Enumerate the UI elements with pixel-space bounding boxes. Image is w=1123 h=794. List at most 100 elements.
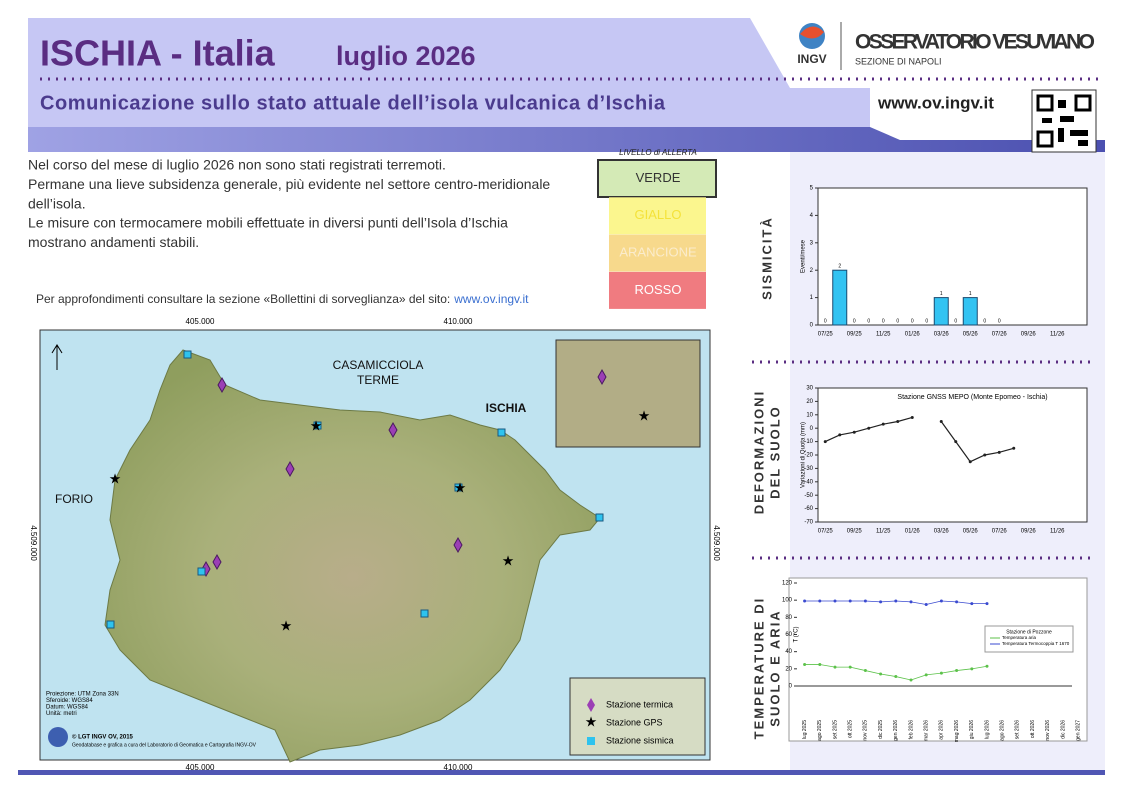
x-tick-label: lug 2025 [802,720,808,739]
summary-line: Nel corso del mese di luglio 2026 non so… [28,157,446,173]
x-tick-label: dic 2026 [1060,720,1066,739]
x-tick-label: 11/25 [876,529,891,535]
bar [832,269,848,326]
legend-symbol: ★ [585,714,598,730]
bar [962,297,978,326]
section-title: DEL SUOLO [767,405,782,499]
map-tick: 4.509.000 [29,525,38,561]
org-sub: SEZIONE DI NAPOLI [855,56,942,66]
y-tick-label: -10 [804,439,813,445]
y-tick-label: 0 [789,684,793,690]
link[interactable]: www.ov.ingv.it [453,292,529,306]
bar-label: 0 [983,318,986,324]
map-place: ISCHIA [486,401,527,415]
map-place: CASAMICCIOLA [333,358,424,372]
bar [933,297,949,326]
map-tick: 405.000 [186,317,215,326]
x-tick-label: 11/25 [876,332,891,338]
y-tick-label: 0 [810,426,814,432]
x-tick-label: 01/26 [905,332,921,338]
x-tick-label: 09/25 [847,529,863,535]
y-tick-label: 0 [810,323,814,329]
y-axis-label: Eventi/mese [801,239,807,273]
logo-text: INGV [797,52,826,66]
more-info: Per approfondimenti consultare la sezion… [36,292,529,306]
x-tick-label: 11/26 [1050,529,1065,535]
x-tick-label: set 2025 [832,720,838,739]
y-tick-label: 20 [785,666,792,672]
svg-text:★: ★ [502,553,515,569]
x-tick-label: set 2026 [1015,720,1021,739]
y-tick-label: 3 [810,240,814,246]
map-credit: Proiezione: UTM Zona 33N [46,692,119,698]
x-tick-label: nov 2026 [1045,720,1051,741]
north-arrow [51,344,63,370]
plot-frame [788,577,1088,742]
plot-frame [817,187,1088,326]
x-tick-label: mag 2026 [954,720,960,742]
x-tick-label: gen 2027 [1076,720,1082,741]
x-tick-label: 01/26 [905,529,921,535]
x-tick-label: 11/26 [1050,332,1065,338]
plot-frame [817,387,1088,523]
x-tick-label: 09/26 [1021,332,1037,338]
bar-label: 0 [867,318,870,324]
y-tick-label: 80 [785,615,792,621]
alert-level [597,159,717,198]
y-tick-label: -30 [804,466,813,472]
subtitle: Comunicazione sullo stato attuale dell’i… [40,92,666,114]
x-tick-label: 07/25 [818,332,834,338]
inset-map [555,339,701,448]
y-tick-label: 10 [806,412,813,418]
svg-text:★: ★ [109,471,122,487]
x-tick-label: 09/26 [1021,529,1037,535]
y-axis-label: Variazioni di Quota (mm) [801,422,807,488]
x-tick-label: 07/26 [992,529,1008,535]
x-tick-label: 07/25 [818,529,834,535]
y-tick-label: -20 [804,453,813,459]
bar-label: 0 [896,318,899,324]
x-tick-label: 09/25 [847,332,863,338]
logo-detail [800,26,824,39]
alert-title: LIVELLO di ALLERTA [619,148,697,157]
x-tick-label: 03/26 [934,332,950,338]
x-tick-label: ago 2026 [1000,720,1006,741]
x-tick-label: gen 2026 [893,720,899,741]
y-tick-label: -60 [804,506,813,512]
map-tick: 410.000 [444,317,473,326]
x-tick-label: dic 2025 [878,720,884,739]
section-title: SUOLO E ARIA [767,609,782,726]
map-tick: 410.000 [444,763,473,772]
y-axis-label: T (°C) [794,627,800,643]
legend-symbol [587,737,595,745]
map-made-by: Geodatabase e grafica a cura del Laborat… [72,742,257,748]
x-tick-label: 07/26 [992,332,1008,338]
alert-level [609,197,706,235]
map-place: TERME [357,373,399,387]
site-url: www.ov.ingv.it [877,93,994,112]
alert-label: VERDE [636,170,681,185]
x-tick-label: mar 2026 [924,720,930,741]
x-tick-label: 03/26 [934,529,950,535]
x-tick-label: feb 2026 [908,720,914,740]
map-credit: Sferoide: WGS84 [46,698,93,704]
svg-text:★: ★ [310,418,323,434]
header-band [28,18,870,127]
x-tick-label: ott 2025 [848,720,854,738]
x-tick-label: lug 2026 [984,720,990,739]
legend-label: Stazione GPS [606,717,663,727]
y-tick-label: 20 [806,399,813,405]
header-strip [28,127,1105,152]
series-line [804,664,988,681]
y-tick-label: 2 [810,268,814,274]
map-tick: 405.000 [186,763,215,772]
map-copyright: © LGT INGV OV, 2015 [72,734,134,741]
alert-level [609,271,706,309]
map-logo [48,727,68,747]
svg-text:★: ★ [638,408,651,424]
y-tick-label: 4 [810,213,814,219]
alert-label: ROSSO [635,282,682,297]
section-title: DEFORMAZIONI [751,390,766,514]
x-tick-label: ago 2025 [817,720,823,741]
section-title: SISMICITÀ [759,216,774,300]
